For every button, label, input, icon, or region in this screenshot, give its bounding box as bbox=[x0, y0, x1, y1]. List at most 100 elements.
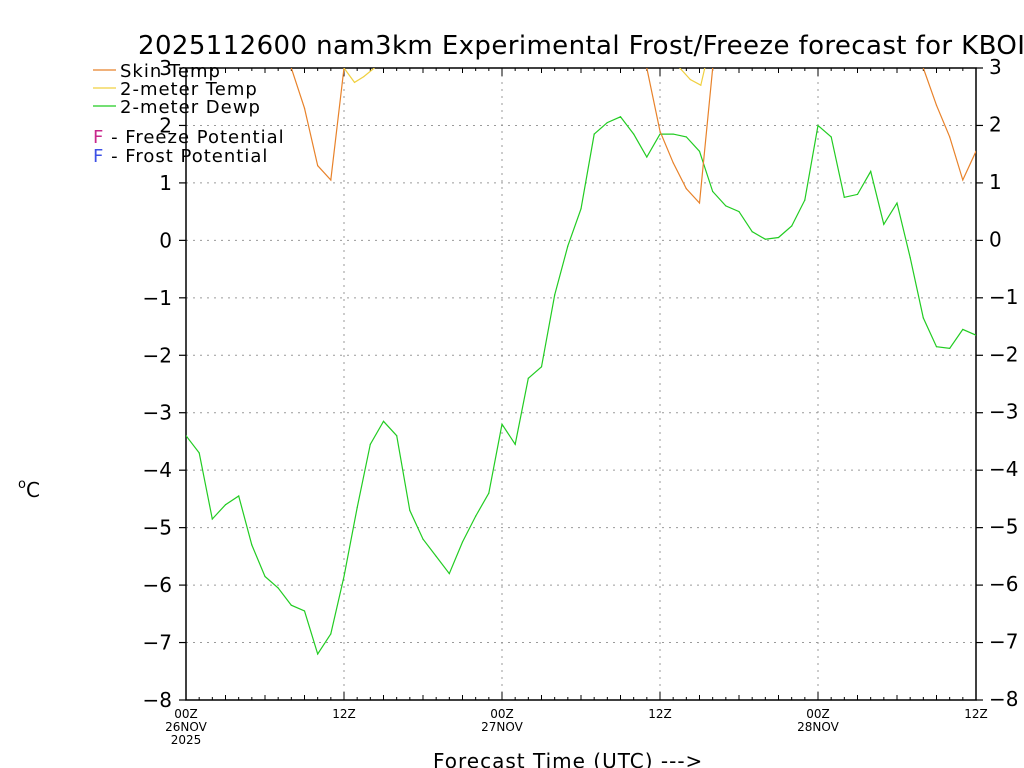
data-point bbox=[317, 165, 319, 167]
y-tick-label-right: 0 bbox=[989, 227, 1002, 251]
data-point bbox=[290, 68, 292, 69]
y-tick-label-right: −5 bbox=[989, 515, 1018, 539]
data-point bbox=[448, 573, 450, 575]
data-point bbox=[712, 190, 714, 193]
y-tick-label-left: −1 bbox=[143, 286, 172, 310]
data-point bbox=[461, 541, 464, 543]
data-point bbox=[962, 328, 964, 331]
data-point bbox=[679, 68, 681, 69]
data-point bbox=[856, 193, 859, 195]
data-point bbox=[330, 179, 332, 181]
y-tick-label-right: −4 bbox=[989, 457, 1018, 481]
data-point bbox=[883, 223, 885, 225]
y-tick-label-right: 2 bbox=[989, 112, 1002, 136]
data-point bbox=[751, 231, 753, 233]
data-point bbox=[646, 68, 648, 69]
x-tick-label: 00Z bbox=[174, 707, 198, 721]
data-point bbox=[646, 156, 648, 158]
data-point bbox=[422, 538, 424, 540]
data-point bbox=[764, 238, 766, 240]
data-point bbox=[817, 124, 819, 127]
y-tick-label-right: −1 bbox=[989, 285, 1018, 309]
data-point bbox=[619, 116, 622, 118]
data-point bbox=[356, 506, 358, 509]
y-tick-label-right: −7 bbox=[989, 630, 1018, 654]
y-axis-left: −8 −7 −6 −5 −4 −3 −2 −1 0 1 2 3 bbox=[143, 56, 186, 712]
data-point bbox=[830, 136, 832, 138]
series-line-2-meter-temp bbox=[679, 68, 706, 87]
data-point bbox=[363, 76, 365, 78]
x-tick-label: 12Z bbox=[648, 707, 672, 721]
data-point bbox=[396, 435, 398, 437]
data-point bbox=[975, 334, 976, 336]
data-point bbox=[949, 347, 951, 349]
data-point bbox=[198, 452, 200, 454]
data-point bbox=[330, 633, 332, 635]
data-point bbox=[251, 544, 253, 546]
y-tick-label-left: −3 bbox=[143, 401, 172, 425]
y-tick-label-left: −8 bbox=[143, 688, 172, 712]
data-point bbox=[224, 504, 227, 506]
data-point bbox=[633, 133, 635, 135]
data-point bbox=[527, 377, 529, 379]
x-tick-label: 26NOV bbox=[165, 720, 207, 734]
y-tick-label-right: −2 bbox=[989, 342, 1018, 366]
data-point bbox=[186, 435, 187, 437]
data-point bbox=[949, 136, 951, 138]
legend-label: 2-meter Temp bbox=[120, 79, 258, 100]
data-point bbox=[475, 515, 477, 517]
data-point bbox=[435, 555, 437, 557]
series-line-2-meter-temp bbox=[343, 68, 375, 84]
y-tick-label-left: 1 bbox=[159, 171, 172, 195]
data-point bbox=[264, 575, 266, 578]
series-group bbox=[186, 68, 976, 656]
x-tick-label: 2025 bbox=[171, 733, 202, 747]
data-point bbox=[303, 107, 306, 109]
y-unit-letter: C bbox=[26, 478, 40, 502]
data-point bbox=[935, 104, 938, 106]
y-axis-unit: oC bbox=[18, 477, 40, 502]
potential-legend-item: F - Freeze Potential bbox=[93, 127, 285, 148]
data-point bbox=[211, 518, 213, 520]
data-point bbox=[975, 150, 976, 152]
data-point bbox=[777, 236, 780, 239]
y-unit-degree: o bbox=[18, 477, 26, 492]
potential-text: - Frost Potential bbox=[104, 146, 268, 167]
y-tick-label-right: 3 bbox=[989, 55, 1002, 79]
data-point bbox=[659, 130, 661, 132]
data-point bbox=[922, 68, 924, 69]
data-point bbox=[672, 133, 674, 135]
data-point bbox=[659, 133, 661, 135]
data-point bbox=[704, 68, 706, 69]
data-point bbox=[409, 509, 411, 511]
data-point bbox=[540, 366, 543, 368]
data-point bbox=[935, 346, 938, 348]
data-point bbox=[343, 68, 345, 69]
data-point bbox=[369, 443, 371, 445]
data-point bbox=[700, 84, 702, 86]
data-point bbox=[580, 208, 582, 210]
y-tick-label-left: −4 bbox=[143, 458, 172, 482]
x-tick-label: 28NOV bbox=[797, 720, 839, 734]
potential-letter: F bbox=[93, 127, 104, 148]
data-point bbox=[303, 610, 306, 612]
y-tick-label-right: 1 bbox=[989, 170, 1002, 194]
legend-label: 2-meter Dewp bbox=[120, 97, 261, 118]
data-point bbox=[962, 179, 964, 181]
data-point bbox=[712, 68, 714, 69]
data-point bbox=[689, 78, 691, 81]
x-axis-label: Forecast Time (UTC) ---> bbox=[433, 749, 703, 768]
x-tick-label: 00Z bbox=[806, 707, 830, 721]
data-point bbox=[593, 133, 595, 135]
data-point bbox=[922, 317, 924, 319]
data-point bbox=[698, 150, 701, 152]
y-tick-label-left: 3 bbox=[159, 56, 172, 80]
data-point bbox=[317, 653, 319, 655]
data-point bbox=[373, 68, 375, 69]
y-tick-label-left: −5 bbox=[143, 516, 172, 540]
series-line-skin-temp bbox=[646, 68, 714, 205]
data-point bbox=[343, 575, 345, 578]
